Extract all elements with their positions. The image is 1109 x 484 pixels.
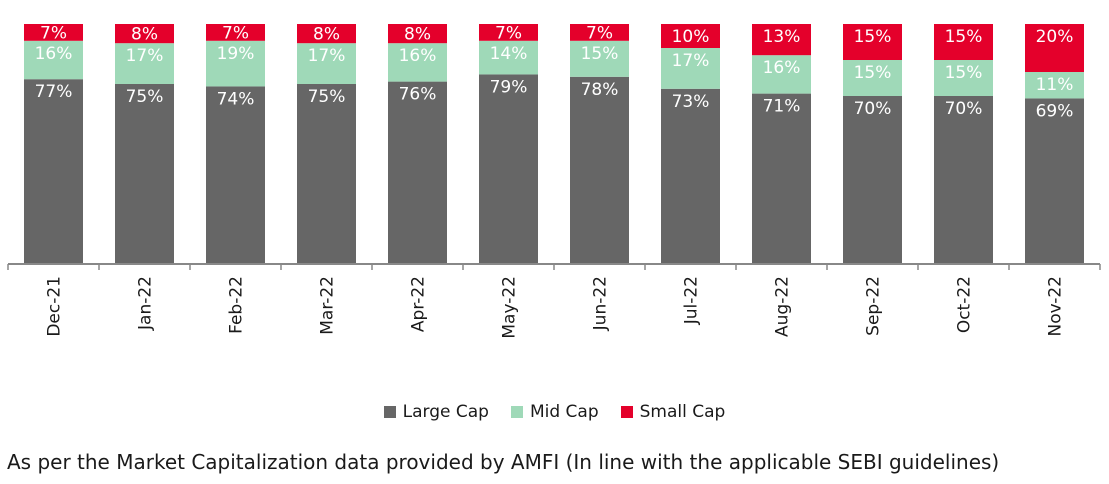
bar-small-cap-dec-21 — [24, 24, 83, 41]
bar-large-cap-mar-22 — [297, 84, 356, 264]
legend: Large Cap Mid Cap Small Cap — [0, 402, 1109, 422]
bar-small-cap-may-22 — [479, 24, 538, 41]
data-label-small-cap-dec-21: 7% — [40, 23, 67, 43]
bar-mid-cap-apr-22 — [388, 43, 447, 82]
legend-item-large-cap: Large Cap — [383, 402, 489, 422]
data-label-large-cap-aug-22: 71% — [763, 97, 801, 117]
data-label-mid-cap-sep-22: 15% — [854, 63, 892, 83]
data-label-small-cap-sep-22: 15% — [854, 27, 892, 47]
data-label-mid-cap-feb-22: 19% — [217, 44, 255, 64]
bars-layer — [24, 24, 1084, 265]
bar-large-cap-sep-22 — [843, 96, 902, 264]
x-tick-label-aug-22: Aug-22 — [773, 276, 793, 337]
data-label-small-cap-jul-22: 10% — [672, 27, 710, 47]
data-label-small-cap-apr-22: 8% — [404, 25, 431, 45]
bar-mid-cap-feb-22 — [206, 40, 265, 87]
data-label-large-cap-jan-22: 75% — [126, 87, 164, 107]
bar-mid-cap-sep-22 — [843, 60, 902, 96]
legend-label-small-cap: Small Cap — [639, 402, 726, 422]
bar-small-cap-feb-22 — [206, 24, 265, 41]
bar-small-cap-jul-22 — [661, 24, 720, 48]
bar-small-cap-apr-22 — [388, 24, 447, 44]
x-tick-label-dec-21: Dec-21 — [45, 276, 65, 337]
bar-large-cap-may-22 — [479, 74, 538, 265]
bar-mid-cap-jul-22 — [661, 48, 720, 89]
data-label-mid-cap-dec-21: 16% — [35, 44, 73, 64]
x-tick-label-jul-22: Jul-22 — [682, 276, 702, 325]
data-label-large-cap-feb-22: 74% — [217, 89, 255, 109]
bar-large-cap-feb-22 — [206, 86, 265, 265]
bar-large-cap-apr-22 — [388, 81, 447, 264]
data-label-mid-cap-jul-22: 17% — [672, 51, 710, 71]
legend-label-large-cap: Large Cap — [402, 402, 489, 422]
bar-small-cap-jan-22 — [115, 24, 174, 44]
data-label-small-cap-jan-22: 8% — [131, 25, 158, 45]
bar-mid-cap-oct-22 — [934, 60, 993, 96]
bar-large-cap-oct-22 — [934, 96, 993, 264]
bar-small-cap-jun-22 — [570, 24, 629, 41]
data-labels-layer: 77%16%7%75%17%8%74%19%7%75%17%8%76%16%8%… — [35, 23, 1074, 121]
data-label-large-cap-sep-22: 70% — [854, 99, 892, 119]
bar-large-cap-dec-21 — [24, 79, 83, 264]
bar-large-cap-nov-22 — [1025, 98, 1084, 265]
x-tick-label-jan-22: Jan-22 — [136, 276, 156, 331]
stacked-bar-chart: 77%16%7%75%17%8%74%19%7%75%17%8%76%16%8%… — [7, 23, 1101, 339]
bar-mid-cap-aug-22 — [752, 55, 811, 94]
data-label-small-cap-may-22: 7% — [495, 23, 522, 43]
data-label-mid-cap-jun-22: 15% — [581, 44, 619, 64]
bar-mid-cap-may-22 — [479, 40, 538, 75]
data-label-small-cap-feb-22: 7% — [222, 23, 249, 43]
x-tick-label-oct-22: Oct-22 — [955, 276, 975, 333]
bar-mid-cap-dec-21 — [24, 40, 83, 80]
x-axis: Dec-21 Jan-22 Feb-22 Mar-22 Apr-22 May-22 Jun-… — [7, 263, 1101, 339]
data-label-mid-cap-apr-22: 16% — [399, 46, 437, 66]
bar-large-cap-jul-22 — [661, 88, 720, 264]
legend-swatch-small-cap — [620, 406, 633, 418]
x-tick-label-feb-22: Feb-22 — [227, 276, 247, 334]
bar-mid-cap-nov-22 — [1025, 72, 1084, 99]
data-label-large-cap-jul-22: 73% — [672, 92, 710, 112]
data-label-large-cap-mar-22: 75% — [308, 87, 346, 107]
footnote: As per the Market Capitalization data pr… — [7, 450, 1000, 474]
data-label-large-cap-dec-21: 77% — [35, 82, 73, 102]
x-tick-label-sep-22: Sep-22 — [864, 276, 884, 336]
data-label-mid-cap-may-22: 14% — [490, 44, 528, 64]
x-tick-label-jun-22: Jun-22 — [591, 276, 611, 331]
bar-large-cap-jan-22 — [115, 84, 174, 264]
bar-small-cap-sep-22 — [843, 24, 902, 60]
bar-small-cap-nov-22 — [1025, 24, 1084, 72]
data-label-mid-cap-oct-22: 15% — [945, 63, 983, 83]
data-label-large-cap-apr-22: 76% — [399, 85, 437, 105]
x-tick-label-may-22: May-22 — [500, 276, 520, 339]
bar-mid-cap-mar-22 — [297, 43, 356, 84]
bar-small-cap-oct-22 — [934, 24, 993, 60]
bar-mid-cap-jan-22 — [115, 43, 174, 84]
legend-label-mid-cap: Mid Cap — [529, 402, 599, 422]
data-label-mid-cap-aug-22: 16% — [763, 58, 801, 78]
data-label-mid-cap-jan-22: 17% — [126, 46, 164, 66]
data-label-small-cap-nov-22: 20% — [1036, 27, 1074, 47]
data-label-large-cap-nov-22: 69% — [1036, 101, 1074, 121]
data-label-large-cap-may-22: 79% — [490, 77, 528, 97]
legend-item-mid-cap: Mid Cap — [510, 402, 599, 422]
data-label-small-cap-mar-22: 8% — [313, 25, 340, 45]
legend-item-small-cap: Small Cap — [620, 402, 726, 422]
data-label-mid-cap-mar-22: 17% — [308, 46, 346, 66]
x-tick-label-apr-22: Apr-22 — [409, 276, 429, 332]
x-tick-label-nov-22: Nov-22 — [1046, 276, 1066, 337]
bar-large-cap-aug-22 — [752, 93, 811, 264]
bar-small-cap-aug-22 — [752, 24, 811, 56]
bar-large-cap-jun-22 — [570, 76, 629, 264]
data-label-small-cap-oct-22: 15% — [945, 27, 983, 47]
data-label-small-cap-aug-22: 13% — [763, 27, 801, 47]
bar-mid-cap-jun-22 — [570, 40, 629, 77]
bar-small-cap-mar-22 — [297, 24, 356, 44]
data-label-large-cap-oct-22: 70% — [945, 99, 983, 119]
legend-swatch-large-cap — [383, 406, 396, 418]
legend-swatch-mid-cap — [510, 406, 523, 418]
data-label-mid-cap-nov-22: 11% — [1036, 75, 1074, 95]
data-label-small-cap-jun-22: 7% — [586, 23, 613, 43]
data-label-large-cap-jun-22: 78% — [581, 80, 619, 100]
x-tick-label-mar-22: Mar-22 — [318, 276, 338, 335]
